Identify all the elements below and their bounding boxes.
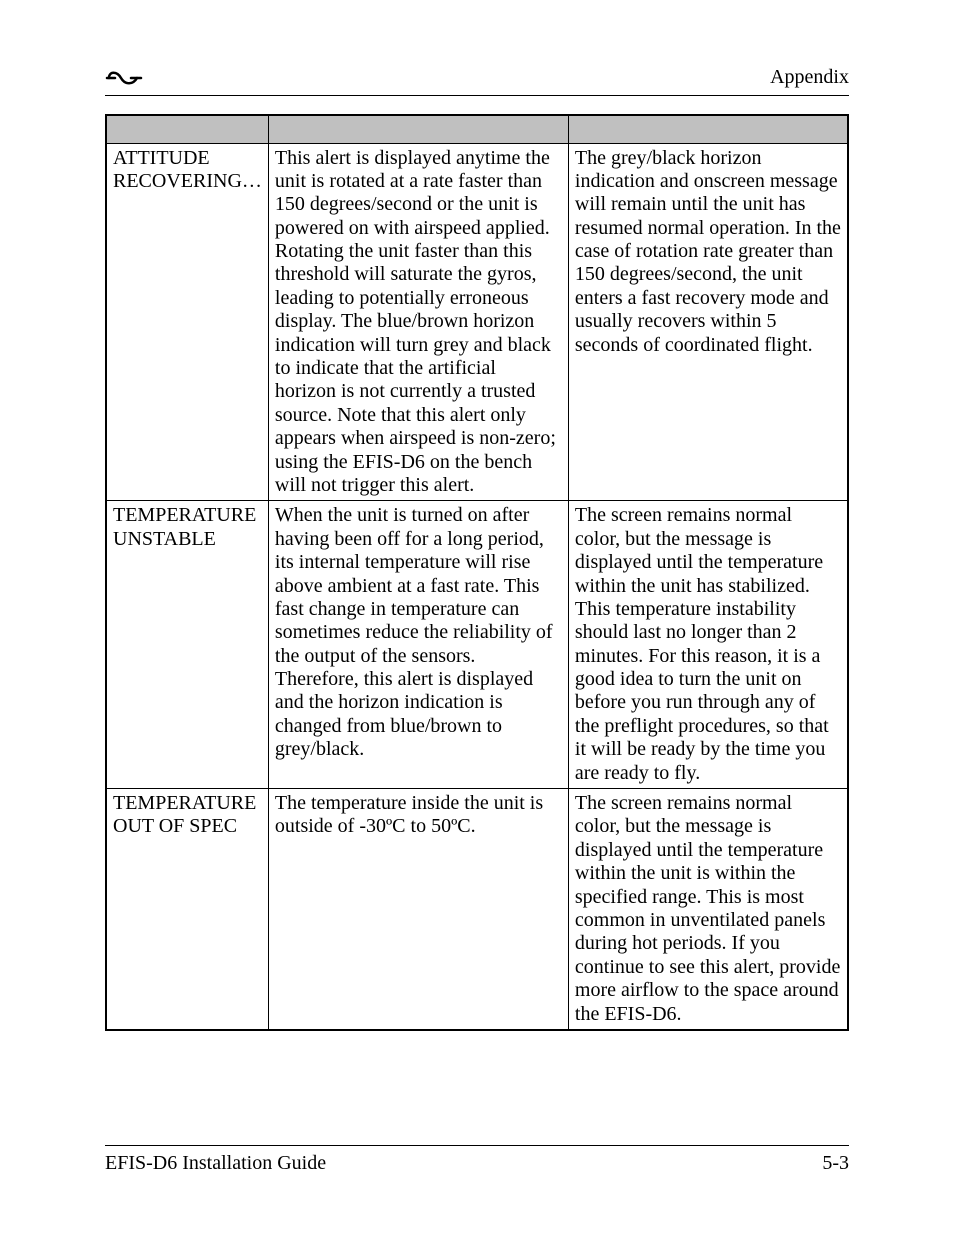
alert-desc-cell: The temperature inside the unit is outsi… [268,789,568,1030]
alert-action-cell: The screen remains normal color, but the… [568,789,848,1030]
logo-icon [105,67,145,89]
footer-line: EFIS-D6 Installation Guide 5-3 [105,1145,849,1175]
table-row: ATTITUDE RECOVERING… This alert is displ… [106,143,848,501]
table-header-cell [268,115,568,143]
alert-action-cell: The screen remains normal color, but the… [568,501,848,789]
header-section-title: Appendix [770,66,849,89]
footer-title: EFIS-D6 Installation Guide [105,1152,326,1175]
alert-name-cell: TEMPERATURE OUT OF SPEC [106,789,268,1030]
table-header-cell [106,115,268,143]
table-row: TEMPERATURE OUT OF SPEC The temperature … [106,789,848,1030]
page: Appendix ATTITUDE RECOVERING… This alert… [0,0,954,1235]
table-row: TEMPERATURE UNSTABLE When the unit is tu… [106,501,848,789]
alert-desc-cell: This alert is displayed anytime the unit… [268,143,568,501]
table-header-cell [568,115,848,143]
alert-action-cell: The grey/black horizon indication and on… [568,143,848,501]
page-footer: EFIS-D6 Installation Guide 5-3 [105,1145,849,1175]
page-header: Appendix [105,66,849,96]
alert-desc-cell: When the unit is turned on after having … [268,501,568,789]
alert-name-cell: TEMPERATURE UNSTABLE [106,501,268,789]
table-header-row [106,115,848,143]
footer-page-number: 5-3 [822,1152,849,1175]
alert-name-cell: ATTITUDE RECOVERING… [106,143,268,501]
alerts-table: ATTITUDE RECOVERING… This alert is displ… [105,114,849,1031]
